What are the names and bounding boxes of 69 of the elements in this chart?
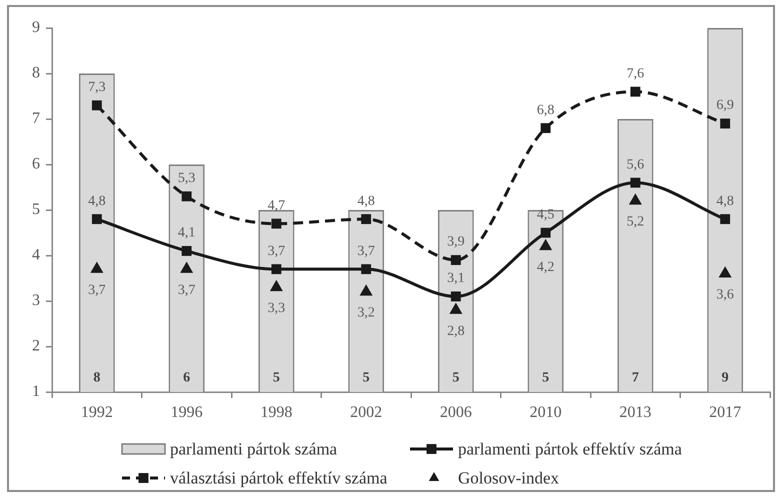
point [630, 86, 640, 97]
data-label: 7 [632, 370, 639, 386]
data-label: 4,2 [536, 260, 554, 276]
data-label: 2,8 [447, 324, 465, 339]
x-tick-label: 1996 [170, 404, 203, 421]
legend-label: parlamenti pártok effektív száma [458, 439, 682, 458]
x-tick-label: 1992 [80, 404, 113, 421]
point [271, 218, 282, 229]
data-label: 5,2 [626, 214, 644, 230]
data-label: 5,6 [626, 157, 644, 172]
y-tick-label: 2 [32, 338, 40, 355]
point [92, 214, 102, 224]
point [450, 255, 461, 265]
data-label: 3,7 [88, 282, 106, 298]
x-tick-label: 2017 [709, 404, 742, 421]
legend-label: választási pártok effektív száma [170, 468, 388, 488]
data-label: 3,1 [447, 271, 465, 286]
y-tick-label: 6 [32, 156, 40, 173]
point [271, 264, 282, 274]
data-label: 5,3 [178, 171, 196, 186]
point [182, 191, 192, 202]
data-label: 3,3 [268, 301, 286, 316]
data-label: 6,9 [716, 98, 734, 114]
point [540, 123, 551, 134]
data-label: 3,7 [357, 244, 375, 259]
x-tick-label: 2002 [350, 404, 382, 421]
data-label: 5 [542, 370, 550, 386]
data-label: 3,6 [716, 287, 734, 302]
y-tick-label: 8 [32, 64, 40, 82]
data-label: 6 [183, 370, 190, 386]
data-label: 4,8 [357, 194, 375, 209]
x-tick-label: 1998 [260, 404, 292, 421]
legend-label: Golosov-index [458, 468, 560, 488]
data-label: 3,7 [178, 282, 196, 298]
data-label: 8 [93, 370, 100, 386]
data-label: 5 [452, 370, 460, 386]
point [630, 178, 640, 188]
x-tick-label: 2013 [619, 404, 652, 421]
data-label: 3,2 [357, 306, 375, 321]
data-label: 4,1 [178, 226, 196, 241]
data-label: 4,7 [268, 198, 286, 214]
point [361, 214, 372, 224]
y-tick-label: 4 [32, 246, 40, 264]
data-label: 7,3 [88, 80, 106, 96]
data-label: 5 [272, 370, 280, 386]
data-label: 4,5 [536, 207, 554, 222]
x-tick-label: 2010 [530, 404, 562, 421]
y-tick-label: 7 [32, 110, 40, 128]
data-label: 9 [722, 370, 729, 386]
y-tick-label: 5 [32, 201, 40, 218]
data-label: 3,7 [268, 244, 286, 259]
point [540, 228, 551, 238]
y-tick-label: 3 [32, 292, 40, 310]
y-tick-label: 1 [32, 383, 40, 400]
data-label: 5 [362, 370, 370, 386]
y-tick-label: 9 [32, 19, 40, 36]
data-label: 4,8 [716, 194, 734, 209]
data-label: 3,9 [447, 234, 465, 250]
point [92, 100, 102, 110]
data-label: 7,6 [626, 66, 644, 82]
data-label: 4,8 [88, 194, 106, 209]
data-label: 6,8 [536, 102, 554, 118]
point [450, 292, 461, 302]
x-tick-label: 2006 [440, 404, 472, 421]
legend-label: parlamenti pártok száma [170, 439, 338, 458]
point [720, 118, 730, 128]
point [182, 246, 192, 256]
point [720, 214, 730, 224]
point [361, 264, 372, 274]
